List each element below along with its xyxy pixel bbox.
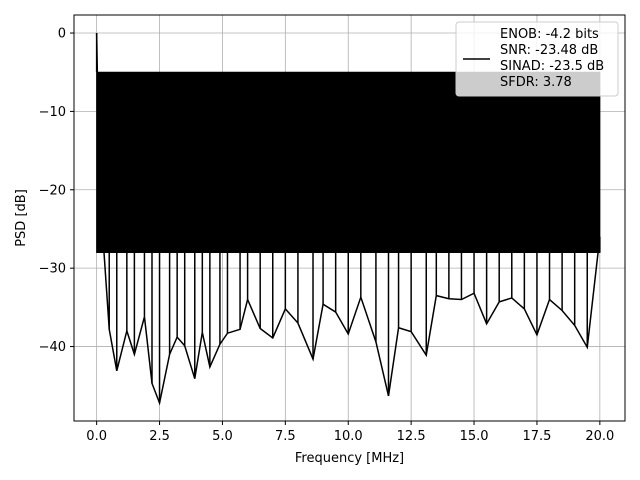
legend-line: SNR: -23.48 dB [500,43,598,58]
legend-line: SINAD: -23.5 dB [500,59,604,74]
series-layer [95,33,601,406]
y-tick-label: 0 [58,27,66,42]
x-tick-label: 10.0 [334,429,363,444]
plot-frame [73,14,626,422]
x-tick-label: 7.5 [275,429,296,444]
psd-spikes [95,33,601,403]
x-tick-label: 17.5 [522,429,551,444]
x-tick-label: 12.5 [397,429,426,444]
legend-line: SFDR: 3.78 [500,75,572,90]
x-tick-label: 15.0 [460,429,489,444]
y-axis-ticks: 0 −10 −20 −30 −40 [39,27,74,355]
psd-noise-floor [96,71,601,253]
y-tick-label: −30 [39,262,66,277]
x-tick-label: 2.5 [149,429,170,444]
y-axis-label: PSD [dB] [14,189,29,247]
legend-line: ENOB: -4.2 bits [500,27,599,42]
x-tick-label: 20.0 [585,429,614,444]
y-tick-label: −40 [39,340,66,355]
legend-box [455,21,619,97]
y-tick-label: −20 [39,183,66,198]
x-axis-ticks: 0.0 2.5 5.0 7.5 10.0 12.5 15.0 17.5 20.0 [86,421,614,444]
legend-label: ENOB: -4.2 bits SNR: -23.48 dB SINAD: -23.… [500,27,604,90]
y-tick-label: −10 [39,105,66,120]
x-axis-label: Frequency [MHz] [295,451,404,466]
legend: ENOB: -4.2 bits SNR: -23.48 dB SINAD: -23.… [455,21,619,97]
x-tick-label: 5.0 [212,429,233,444]
x-tick-label: 0.0 [86,429,107,444]
